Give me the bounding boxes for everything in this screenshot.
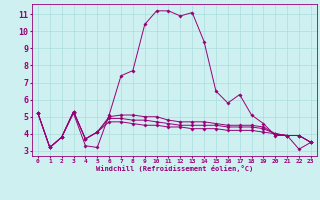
- X-axis label: Windchill (Refroidissement éolien,°C): Windchill (Refroidissement éolien,°C): [96, 165, 253, 172]
